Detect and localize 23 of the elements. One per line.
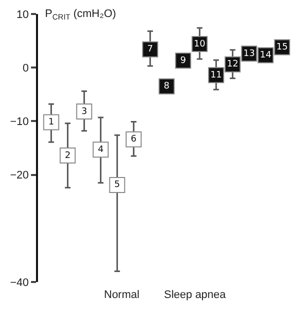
- y-axis-title: P$_{CRIT}$ (cmH₂O): [45, 8, 116, 22]
- y-tick-label: −40: [10, 276, 29, 289]
- x-tick-label: 10: [194, 39, 206, 50]
- x-tick-label: 13: [243, 48, 255, 59]
- x-tick-label: 6: [130, 134, 137, 145]
- x-tick-label: 3: [81, 106, 88, 117]
- y-tick-label: 0: [22, 62, 29, 74]
- x-tick-label: 9: [180, 56, 186, 66]
- x-tick-label: 4: [98, 144, 104, 155]
- x-tick-label: 2: [64, 150, 71, 161]
- text: Normal: [104, 289, 140, 301]
- y-tick-label: −10: [10, 116, 29, 128]
- x-tick-label: 7: [147, 44, 154, 55]
- x-tick-label: 5: [114, 180, 120, 190]
- y-tick-label: −20: [10, 170, 29, 182]
- x-tick-label: 1: [48, 118, 54, 128]
- y-tick-label: 10: [16, 8, 29, 21]
- x-tick-label: 12: [226, 60, 238, 70]
- text: Sleep apnea: [164, 289, 227, 301]
- x-tick-label: 14: [260, 50, 272, 61]
- x-tick-label: 8: [164, 82, 170, 92]
- x-tick-label: 15: [276, 42, 288, 52]
- x-tick-label: 11: [210, 70, 222, 80]
